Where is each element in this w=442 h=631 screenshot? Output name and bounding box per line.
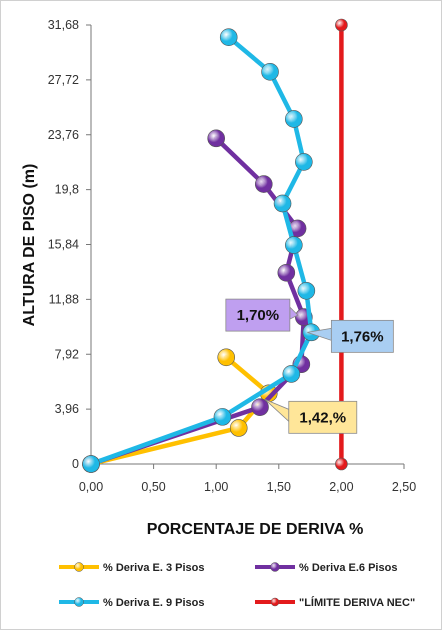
x-tick-label: 2,50 [392, 480, 416, 494]
legend-label: "LÍMITE DERIVA NEC" [299, 596, 415, 609]
y-tick-label: 0 [72, 457, 79, 471]
legend-entry: "LÍMITE DERIVA NEC" [255, 596, 415, 609]
x-axis-title: PORCENTAJE DE DERIVA % [147, 521, 364, 538]
data-point [251, 398, 269, 416]
x-tick-label: 1,50 [267, 480, 291, 494]
annotation-layer: 1,70% 1,76% 1,42,% [225, 298, 394, 434]
series-2 [82, 28, 321, 473]
data-label: 1,42,% [299, 409, 346, 426]
data-point [277, 263, 296, 282]
series-3 [335, 18, 348, 471]
data-label-callout: 1,76% [307, 319, 394, 353]
y-tick-label: 19,8 [55, 183, 79, 197]
legend-label: % Deriva E. 9 Pisos [103, 597, 205, 609]
data-point [335, 457, 348, 471]
data-label-callout: 1,70% [225, 298, 299, 332]
legend: % Deriva E. 3 Pisos % Deriva E.6 Pisos % D… [59, 562, 415, 609]
callout-pointer [264, 398, 290, 423]
data-point [254, 175, 273, 193]
axes: 0 3,96 7,92 11,88 15,84 19,8 23,76 27,72 31,68 0,… [48, 18, 416, 494]
legend-swatch-marker [270, 597, 280, 607]
x-tick-label: 0,50 [141, 480, 165, 494]
legend-entry: % Deriva E.6 Pisos [255, 562, 397, 574]
data-point [295, 153, 313, 171]
data-label: 1,76% [341, 328, 384, 345]
y-tick-label: 27,72 [48, 73, 79, 87]
legend-label: % Deriva E.6 Pisos [299, 562, 397, 574]
legend-swatch-marker [270, 562, 280, 572]
data-point [207, 129, 225, 148]
data-point [335, 18, 348, 32]
y-tick-label: 7,92 [55, 347, 79, 361]
legend-label: % Deriva E. 3 Pisos [103, 562, 205, 574]
legend-swatch-marker [74, 597, 84, 607]
data-point [82, 455, 100, 473]
data-point [285, 110, 303, 128]
callout-box [288, 400, 358, 434]
y-axis-title: ALTURA DE PISO (m) [21, 164, 38, 327]
data-label-callout: 1,42,% [264, 398, 358, 434]
data-point [282, 365, 301, 383]
data-point [285, 236, 303, 254]
data-label: 1,70% [237, 307, 280, 324]
y-tick-label: 15,84 [48, 238, 79, 252]
data-point [219, 28, 238, 46]
data-point [229, 419, 248, 437]
y-tick-label: 23,76 [48, 128, 79, 142]
x-tick-label: 2,00 [329, 480, 353, 494]
data-point [217, 348, 236, 367]
callout-box [330, 319, 394, 353]
y-tick-label: 11,88 [49, 292, 79, 306]
data-point [297, 281, 316, 300]
data-point [261, 63, 279, 81]
y-tick-label: 31,68 [48, 18, 79, 32]
legend-entry: % Deriva E. 3 Pisos [59, 562, 205, 574]
x-tick-label: 0,00 [79, 480, 103, 494]
series-line [88, 355, 272, 467]
series-line [88, 34, 314, 467]
data-point [213, 408, 232, 426]
x-tick-label: 1,00 [204, 480, 228, 494]
legend-swatch-marker [74, 562, 84, 572]
callout-box [225, 298, 291, 332]
data-point [273, 194, 292, 213]
legend-entry: % Deriva E. 9 Pisos [59, 597, 205, 609]
y-tick-label: 3,96 [55, 402, 79, 416]
